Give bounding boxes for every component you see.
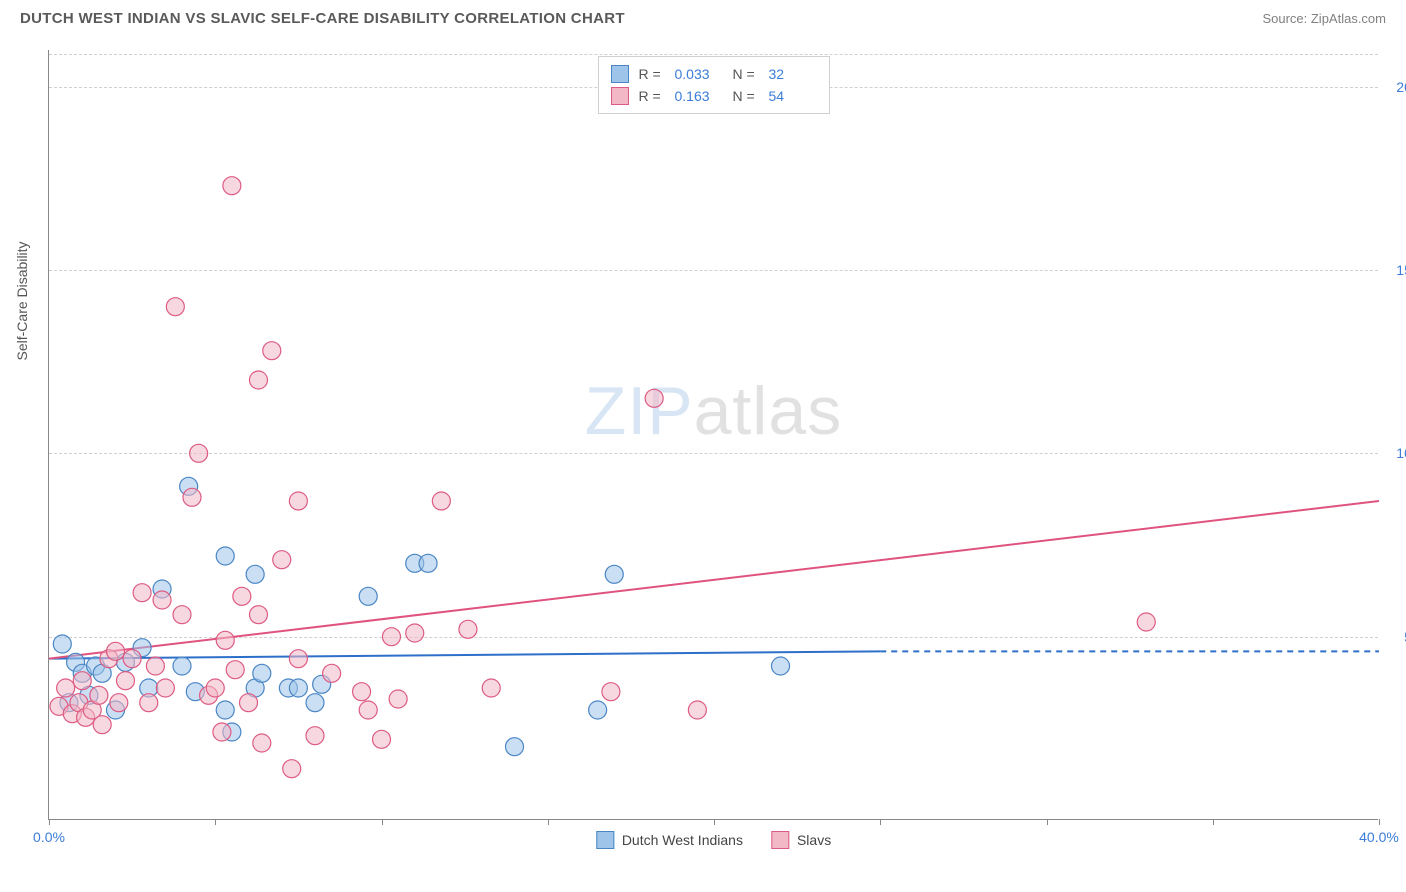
- data-point-series-1: [406, 624, 424, 642]
- y-tick-label: 5.0%: [1381, 629, 1406, 645]
- data-point-series-1: [353, 683, 371, 701]
- data-point-series-1: [289, 492, 307, 510]
- scatter-plot-svg: [49, 50, 1378, 819]
- data-point-series-1: [289, 650, 307, 668]
- data-point-series-1: [133, 584, 151, 602]
- data-point-series-1: [359, 701, 377, 719]
- data-point-series-1: [306, 727, 324, 745]
- x-tick-label: 40.0%: [1359, 829, 1399, 845]
- swatch-series-1: [611, 87, 629, 105]
- data-point-series-0: [216, 701, 234, 719]
- data-point-series-1: [249, 371, 267, 389]
- data-point-series-1: [382, 628, 400, 646]
- swatch-series-0: [611, 65, 629, 83]
- data-point-series-0: [419, 554, 437, 572]
- data-point-series-1: [283, 760, 301, 778]
- x-tick-label: 0.0%: [33, 829, 65, 845]
- data-point-series-1: [233, 587, 251, 605]
- x-tick: [1047, 819, 1048, 825]
- data-point-series-1: [263, 342, 281, 360]
- source-attribution: Source: ZipAtlas.com: [1262, 11, 1386, 26]
- data-point-series-0: [772, 657, 790, 675]
- data-point-series-1: [459, 620, 477, 638]
- x-tick: [49, 819, 50, 825]
- x-tick: [382, 819, 383, 825]
- data-point-series-1: [253, 734, 271, 752]
- data-point-series-1: [110, 694, 128, 712]
- y-tick-label: 15.0%: [1381, 262, 1406, 278]
- data-point-series-1: [90, 686, 108, 704]
- data-point-series-0: [173, 657, 191, 675]
- page-title: DUTCH WEST INDIAN VS SLAVIC SELF-CARE DI…: [20, 10, 625, 27]
- data-point-series-0: [506, 738, 524, 756]
- x-tick: [714, 819, 715, 825]
- data-point-series-0: [589, 701, 607, 719]
- legend-row-series-1: R = 0.163 N = 54: [611, 85, 817, 107]
- trend-line-0: [49, 651, 880, 658]
- swatch-series-1: [771, 831, 789, 849]
- x-tick: [215, 819, 216, 825]
- legend-label: Slavs: [797, 832, 831, 848]
- data-point-series-1: [213, 723, 231, 741]
- legend-label: Dutch West Indians: [622, 832, 743, 848]
- y-tick-label: 20.0%: [1381, 79, 1406, 95]
- data-point-series-1: [116, 672, 134, 690]
- y-tick-label: 10.0%: [1381, 445, 1406, 461]
- data-point-series-1: [216, 631, 234, 649]
- correlation-legend: R = 0.033 N = 32 R = 0.163 N = 54: [598, 56, 830, 114]
- data-point-series-1: [389, 690, 407, 708]
- data-point-series-1: [223, 177, 241, 195]
- data-point-series-1: [226, 661, 244, 679]
- data-point-series-1: [93, 716, 111, 734]
- data-point-series-1: [240, 694, 258, 712]
- data-point-series-1: [190, 444, 208, 462]
- data-point-series-1: [1137, 613, 1155, 631]
- x-tick: [548, 819, 549, 825]
- x-tick: [1213, 819, 1214, 825]
- data-point-series-1: [645, 389, 663, 407]
- x-tick: [880, 819, 881, 825]
- data-point-series-1: [602, 683, 620, 701]
- data-point-series-0: [306, 694, 324, 712]
- data-point-series-1: [123, 650, 141, 668]
- data-point-series-0: [216, 547, 234, 565]
- data-point-series-1: [173, 606, 191, 624]
- series-legend: Dutch West Indians Slavs: [596, 831, 831, 849]
- data-point-series-1: [153, 591, 171, 609]
- x-tick: [1379, 819, 1380, 825]
- data-point-series-1: [183, 488, 201, 506]
- data-point-series-1: [146, 657, 164, 675]
- data-point-series-1: [73, 672, 91, 690]
- data-point-series-1: [373, 730, 391, 748]
- data-point-series-1: [107, 642, 125, 660]
- data-point-series-1: [273, 551, 291, 569]
- data-point-series-1: [57, 679, 75, 697]
- swatch-series-0: [596, 831, 614, 849]
- data-point-series-1: [166, 298, 184, 316]
- data-point-series-1: [688, 701, 706, 719]
- data-point-series-1: [482, 679, 500, 697]
- data-point-series-0: [605, 565, 623, 583]
- data-point-series-0: [289, 679, 307, 697]
- data-point-series-1: [323, 664, 341, 682]
- data-point-series-1: [206, 679, 224, 697]
- data-point-series-1: [140, 694, 158, 712]
- data-point-series-0: [359, 587, 377, 605]
- data-point-series-0: [246, 565, 264, 583]
- data-point-series-1: [156, 679, 174, 697]
- legend-row-series-0: R = 0.033 N = 32: [611, 63, 817, 85]
- data-point-series-0: [253, 664, 271, 682]
- data-point-series-0: [53, 635, 71, 653]
- data-point-series-1: [249, 606, 267, 624]
- chart-plot-area: ZIPatlas 5.0%10.0%15.0%20.0% 0.0%40.0% R…: [48, 50, 1378, 820]
- data-point-series-1: [432, 492, 450, 510]
- y-axis-label: Self-Care Disability: [14, 241, 30, 360]
